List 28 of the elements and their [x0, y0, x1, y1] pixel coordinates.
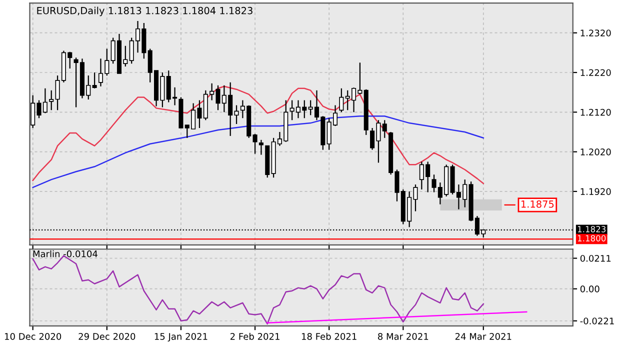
x-tick-label: 18 Feb 2021	[302, 332, 356, 340]
y-tick-label: 0.0211	[580, 254, 611, 262]
candlestick	[49, 90, 54, 111]
chart-title: EURUSD,Daily 1.1813 1.1823 1.1804 1.1823	[37, 6, 252, 16]
y-tick-label: 1.2220	[580, 69, 611, 76]
candlestick	[252, 133, 258, 154]
y-tick-label: 1.2020	[580, 148, 611, 156]
candlestick	[92, 72, 97, 89]
chart-title: Marlin -0.0104	[33, 250, 98, 258]
x-tick-label: 8 Mar 2021	[378, 333, 428, 340]
x-tick-label: 24 Mar 2021	[455, 333, 512, 340]
candlestick	[382, 120, 387, 138]
y-tick-label: -0.0221	[580, 318, 614, 324]
band-label: 1.1875	[521, 200, 554, 208]
y-tick-label: 1.2320	[580, 30, 611, 36]
line-series	[32, 86, 484, 184]
y-tick-label: 0.00	[580, 286, 600, 292]
y-tick-label: 1.2120	[580, 108, 611, 116]
x-tick-label: 29 Dec 2020	[78, 333, 136, 340]
line-series	[32, 115, 484, 188]
ref-line-label: 1.1823	[578, 226, 606, 232]
x-tick-label: 10 Dec 2020	[5, 333, 62, 340]
ref-line-label: 1.1800	[578, 235, 606, 242]
y-tick-label: 1.1920	[580, 188, 611, 195]
candlestick	[339, 88, 344, 113]
x-tick-label: 2 Feb 2021	[230, 332, 280, 340]
x-tick-label: 15 Jan 2021	[154, 333, 208, 342]
candlestick	[258, 139, 264, 156]
